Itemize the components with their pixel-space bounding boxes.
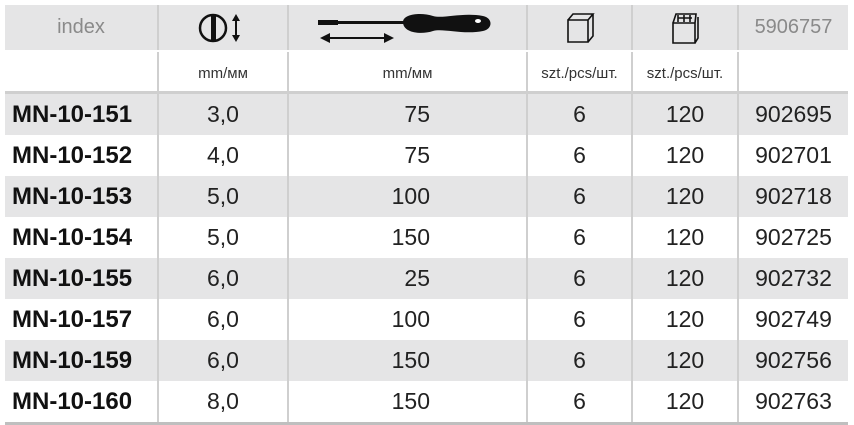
cell-carton: 120 <box>631 217 738 258</box>
cell-index: MN-10-160 <box>5 381 158 425</box>
cell-code: 902756 <box>737 340 848 381</box>
cell-code: 902763 <box>737 381 848 425</box>
cell-code: 902749 <box>737 299 848 340</box>
cell-pack: 6 <box>526 217 632 258</box>
cell-code: 902695 <box>737 92 848 135</box>
cell-pack: 6 <box>526 135 632 176</box>
units-row: mm/мм mm/мм szt./pcs/шт. szt./pcs/шт. <box>5 51 848 94</box>
cell-carton: 120 <box>631 299 738 340</box>
screwdriver-length-icon <box>287 5 527 52</box>
table-row: MN-10-159 6,0 150 6 120 902756 <box>5 340 848 381</box>
single-box-icon <box>526 5 632 52</box>
table-row: MN-10-154 5,0 150 6 120 902725 <box>5 217 848 258</box>
cell-pack: 6 <box>526 340 632 381</box>
cell-index: MN-10-157 <box>12 305 133 333</box>
cell-width: 6,0 <box>157 340 288 381</box>
cell-index: MN-10-153 <box>5 176 158 217</box>
cell-index: MN-10-154 <box>12 223 133 251</box>
table-row: MN-10-153 5,0 100 6 120 902718 <box>5 176 848 217</box>
cell-width: 8,0 <box>157 381 288 425</box>
cell-carton: 120 <box>631 92 738 135</box>
cell-carton: 120 <box>631 381 738 425</box>
product-table: index 5906757 mm/мм mm/мм szt./pcs/шт. s… <box>5 5 848 425</box>
cell-length: 150 <box>287 217 527 258</box>
table-row: MN-10-151 3,0 75 6 120 902695 <box>5 92 848 135</box>
cell-pack: 6 <box>526 381 632 425</box>
cell-width: 6,0 <box>157 258 288 299</box>
cell-index: MN-10-152 <box>12 141 133 169</box>
cell-code: 902718 <box>737 176 848 217</box>
cell-code: 902725 <box>737 217 848 258</box>
cell-length: 75 <box>287 92 527 135</box>
cell-index: MN-10-159 <box>5 340 158 381</box>
cell-carton: 120 <box>631 340 738 381</box>
unit-label: szt./pcs/шт. <box>631 51 738 94</box>
cell-width: 5,0 <box>157 176 288 217</box>
cell-code: 902732 <box>737 258 848 299</box>
cell-width: 5,0 <box>157 217 288 258</box>
table-row: MN-10-160 8,0 150 6 120 902763 <box>5 381 848 425</box>
cell-pack: 6 <box>526 299 632 340</box>
index-header: index <box>5 5 158 52</box>
unit-label: szt./pcs/шт. <box>526 51 632 94</box>
blade-width-icon <box>157 5 288 52</box>
cell-length: 25 <box>287 258 527 299</box>
table-row: MN-10-152 4,0 75 6 120 902701 <box>5 135 848 176</box>
table-row: MN-10-155 6,0 25 6 120 902732 <box>5 258 848 299</box>
unit-label: mm/мм <box>287 51 527 94</box>
cell-width: 4,0 <box>157 135 288 176</box>
cell-width: 3,0 <box>157 92 288 135</box>
cell-index: MN-10-151 <box>5 92 158 135</box>
cell-pack: 6 <box>526 258 632 299</box>
cell-index: MN-10-155 <box>5 258 158 299</box>
cell-carton: 120 <box>631 135 738 176</box>
cell-length: 100 <box>287 176 527 217</box>
code-header: 5906757 <box>737 5 848 52</box>
cell-carton: 120 <box>631 176 738 217</box>
cell-length: 75 <box>287 135 527 176</box>
cell-width: 6,0 <box>157 299 288 340</box>
unit-label: mm/мм <box>157 51 288 94</box>
cell-length: 150 <box>287 381 527 425</box>
header-row: index 5906757 <box>5 5 848 52</box>
cell-carton: 120 <box>631 258 738 299</box>
cell-code: 902701 <box>737 135 848 176</box>
table-row: MN-10-157 6,0 100 6 120 902749 <box>5 299 848 340</box>
carton-box-icon <box>631 5 738 52</box>
cell-pack: 6 <box>526 176 632 217</box>
cell-pack: 6 <box>526 92 632 135</box>
cell-length: 150 <box>287 340 527 381</box>
cell-length: 100 <box>287 299 527 340</box>
